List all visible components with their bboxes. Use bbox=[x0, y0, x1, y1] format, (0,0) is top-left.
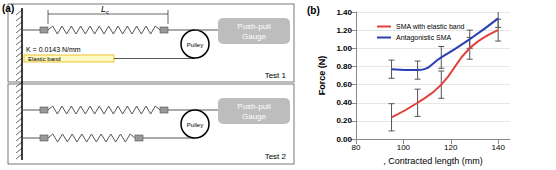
svg-text:, Contracted length (mm): , Contracted length (mm) bbox=[383, 156, 483, 166]
svg-text:1.40: 1.40 bbox=[336, 8, 352, 17]
svg-text:0.20: 0.20 bbox=[336, 116, 352, 125]
svg-text:80: 80 bbox=[352, 143, 361, 152]
svg-text:120: 120 bbox=[444, 143, 458, 152]
svg-text:1.00: 1.00 bbox=[336, 44, 352, 53]
svg-text:Elastic band: Elastic band bbox=[28, 56, 61, 62]
svg-text:(a): (a) bbox=[2, 3, 14, 14]
svg-text:SMA with elastic band: SMA with elastic band bbox=[396, 23, 465, 30]
svg-text:Force (N): Force (N) bbox=[317, 56, 327, 96]
svg-text:Gauge: Gauge bbox=[242, 32, 267, 41]
svg-text:Gauge: Gauge bbox=[242, 112, 267, 121]
svg-text:Push-pull: Push-pull bbox=[237, 22, 271, 31]
svg-text:Pulley: Pulley bbox=[187, 122, 203, 128]
svg-text:Pulley: Pulley bbox=[187, 42, 203, 48]
svg-text:(b): (b) bbox=[307, 5, 320, 16]
svg-text:Push-pull: Push-pull bbox=[237, 102, 271, 111]
svg-text:0.80: 0.80 bbox=[336, 62, 352, 71]
svg-text:K = 0.0143 N/mm: K = 0.0143 N/mm bbox=[26, 46, 81, 53]
svg-text:140: 140 bbox=[491, 143, 505, 152]
svg-text:0.40: 0.40 bbox=[336, 98, 352, 107]
svg-text:100: 100 bbox=[397, 143, 411, 152]
svg-text:Antagonistic SMA: Antagonistic SMA bbox=[396, 34, 452, 42]
svg-text:0.60: 0.60 bbox=[336, 80, 352, 89]
svg-text:1.20: 1.20 bbox=[336, 26, 352, 35]
svg-text:Lc: Lc bbox=[101, 4, 109, 15]
svg-text:Test 1: Test 1 bbox=[265, 71, 287, 80]
svg-text:0.00: 0.00 bbox=[336, 135, 352, 144]
svg-text:Test 2: Test 2 bbox=[265, 152, 287, 161]
